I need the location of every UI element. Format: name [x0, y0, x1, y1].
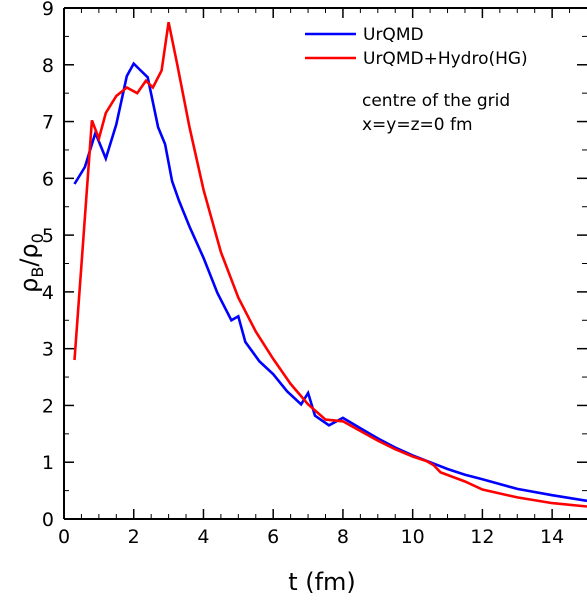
x-tick-label: 2: [128, 526, 140, 548]
legend-label-urqmd-hydro: UrQMD+Hydro(HG): [363, 49, 528, 69]
y-axis-title-rho0: ρ: [15, 243, 43, 258]
x-tick-label: 0: [58, 526, 70, 548]
y-tick-label: 9: [42, 0, 54, 20]
y-axis-title-rho: ρ: [15, 278, 43, 293]
y-axis-title-sub-b: B: [28, 267, 47, 278]
y-tick-label: 7: [42, 112, 54, 134]
legend-label-urqmd: UrQMD: [363, 25, 424, 45]
x-tick-label: 14: [540, 526, 564, 548]
x-tick-label: 12: [470, 526, 494, 548]
annotation-line-1: centre of the grid: [362, 91, 510, 111]
y-tick-label: 5: [42, 225, 54, 247]
y-axis-title-sub-0: 0: [28, 233, 47, 243]
y-tick-label: 6: [42, 168, 54, 190]
x-tick-label: 4: [197, 526, 209, 548]
y-axis-title-slash: /: [15, 258, 43, 267]
x-tick-label: 6: [267, 526, 279, 548]
y-axis-title: ρB/ρ0: [15, 233, 47, 293]
y-tick-label: 2: [42, 395, 54, 417]
y-tick-label: 3: [42, 339, 54, 361]
y-tick-label: 1: [42, 452, 54, 474]
x-tick-label: 8: [337, 526, 349, 548]
annotation-line-2: x=y=z=0 fm: [362, 115, 473, 135]
series-line-urqmd: [73, 61, 587, 503]
x-axis-title: t (fm): [288, 568, 356, 596]
y-tick-label: 8: [42, 55, 54, 77]
series-layer: [73, 21, 587, 508]
legend: UrQMD UrQMD+Hydro(HG): [305, 25, 528, 69]
y-tick-label: 0: [42, 509, 54, 531]
y-tick-label: 4: [42, 282, 54, 304]
x-tick-label: 10: [401, 526, 425, 548]
series-line-urqmd-hydro: [73, 21, 587, 508]
